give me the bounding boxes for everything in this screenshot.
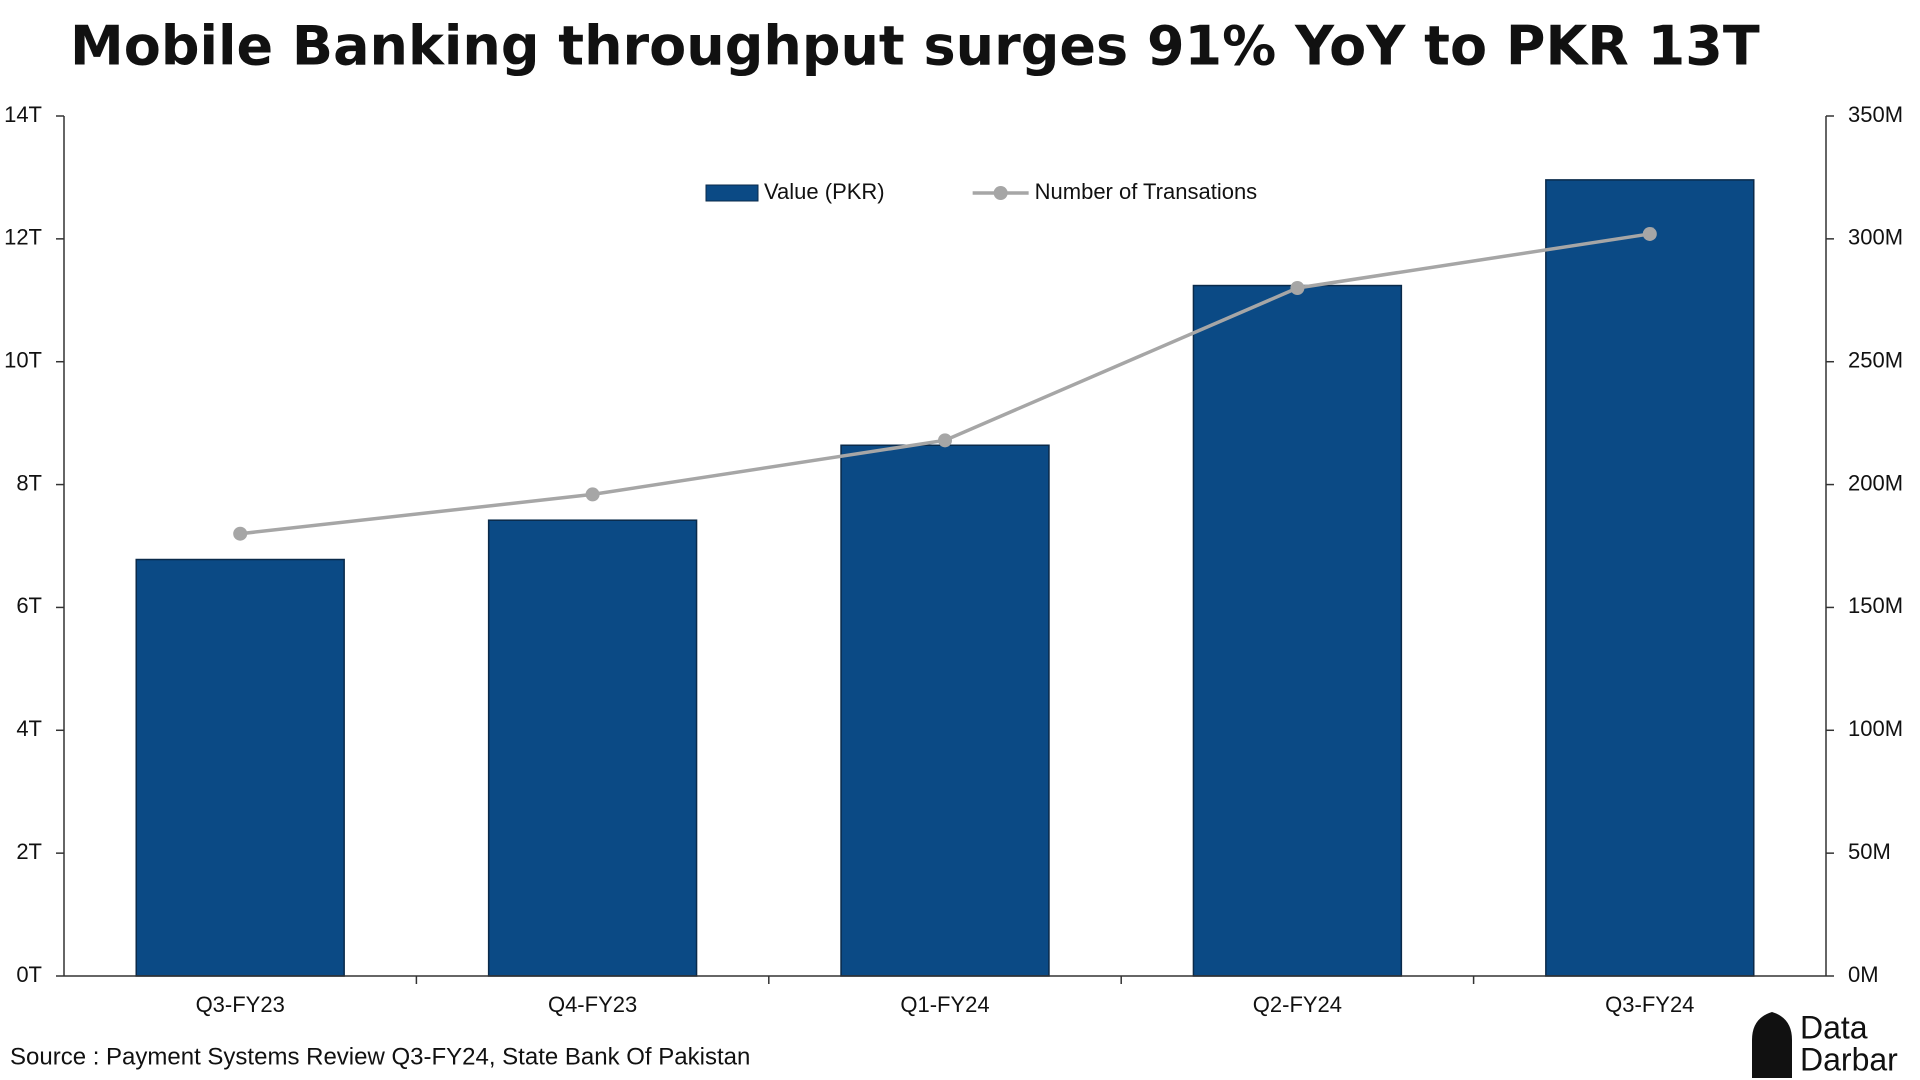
x-tick-label: Q3-FY23 — [196, 992, 285, 1017]
chart-title: Mobile Banking throughput surges 91% YoY… — [70, 15, 1760, 78]
bar — [135, 558, 345, 977]
bar — [487, 519, 698, 977]
x-tick-label: Q2-FY24 — [1253, 992, 1342, 1017]
bar — [1545, 179, 1755, 977]
y2-tick-label: 100M — [1848, 716, 1903, 741]
logo-bottom: Darbar — [1800, 1041, 1898, 1077]
logo-icon — [1752, 1012, 1792, 1078]
y-tick-label: 6T — [16, 593, 42, 618]
y2-tick-label: 150M — [1848, 593, 1903, 618]
y-tick-label: 10T — [4, 348, 42, 373]
logo-top: Data — [1800, 1009, 1868, 1045]
y2-tick-label: 0M — [1848, 962, 1879, 987]
y2-tick-label: 350M — [1848, 102, 1903, 127]
x-tick-label: Q3-FY24 — [1605, 992, 1694, 1017]
y-tick-label: 8T — [16, 470, 42, 495]
y-tick-label: 2T — [16, 839, 42, 864]
logo: Data Darbar — [1752, 1009, 1898, 1078]
bar — [1192, 284, 1403, 977]
line-point — [585, 487, 600, 502]
bar — [840, 444, 1050, 977]
y-tick-label: 14T — [4, 102, 42, 127]
source-note: Source : Payment Systems Review Q3-FY24,… — [10, 1043, 750, 1070]
y-tick-label: 0T — [16, 962, 42, 987]
y-tick-label: 12T — [4, 225, 42, 250]
y2-tick-label: 250M — [1848, 348, 1903, 373]
line-point — [1642, 226, 1657, 241]
line-point — [938, 433, 952, 448]
y2-tick-label: 50M — [1848, 839, 1891, 864]
y-tick-label: 4T — [16, 716, 42, 741]
legend-swatch — [705, 184, 759, 202]
legend-label: Number of Transations — [1035, 179, 1258, 204]
legend-swatch — [993, 186, 1008, 200]
y2-tick-label: 300M — [1848, 225, 1903, 250]
x-tick-label: Q1-FY24 — [900, 992, 989, 1017]
x-tick-label: Q4-FY23 — [548, 992, 637, 1017]
line-point — [233, 526, 248, 541]
y2-tick-label: 200M — [1848, 470, 1903, 495]
line-point — [1290, 281, 1305, 295]
legend-label: Value (PKR) — [764, 179, 885, 204]
